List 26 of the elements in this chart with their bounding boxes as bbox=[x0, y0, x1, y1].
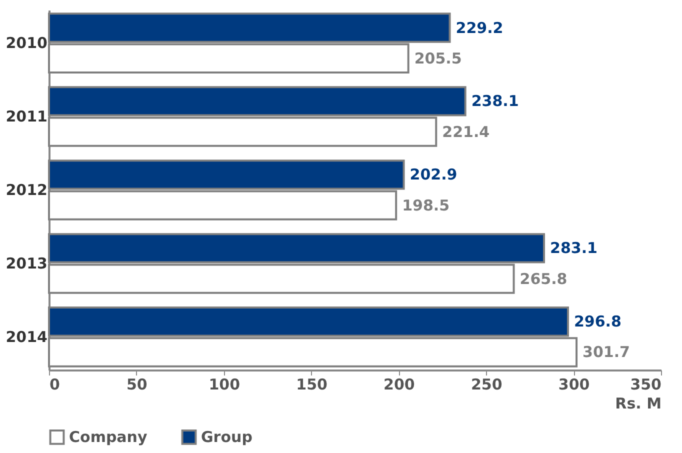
x-tick-label: 250 bbox=[470, 376, 502, 394]
data-label: 221.4 bbox=[442, 122, 490, 141]
x-tick-label: 350 bbox=[630, 376, 662, 394]
data-label: 238.1 bbox=[471, 92, 519, 110]
x-tick-label: 100 bbox=[208, 376, 240, 394]
x-axis-title: Rs. M bbox=[615, 394, 662, 412]
y-tick-label: 2014 bbox=[6, 328, 48, 346]
data-label: 301.7 bbox=[582, 343, 630, 362]
x-tick-label: 0 bbox=[50, 376, 60, 394]
legend-label: Company bbox=[69, 428, 148, 446]
y-tick-label: 2011 bbox=[6, 108, 48, 126]
data-label: 283.1 bbox=[550, 239, 598, 258]
y-tick-label: 2010 bbox=[6, 34, 48, 52]
legend-label: Group bbox=[201, 428, 253, 446]
data-label: 265.8 bbox=[520, 270, 568, 288]
y-tick-label: 2012 bbox=[6, 181, 48, 199]
data-label: 296.8 bbox=[574, 312, 622, 331]
x-tick-label: 50 bbox=[126, 376, 148, 394]
x-tick-label: 300 bbox=[558, 376, 590, 394]
data-label: 202.9 bbox=[410, 166, 458, 184]
data-label: 205.5 bbox=[414, 49, 462, 68]
data-label: 198.5 bbox=[402, 196, 450, 214]
data-label: 229.2 bbox=[456, 18, 504, 37]
x-tick-label: 150 bbox=[296, 376, 328, 394]
x-tick-label: 200 bbox=[384, 376, 415, 394]
y-tick-label: 2013 bbox=[6, 254, 48, 272]
